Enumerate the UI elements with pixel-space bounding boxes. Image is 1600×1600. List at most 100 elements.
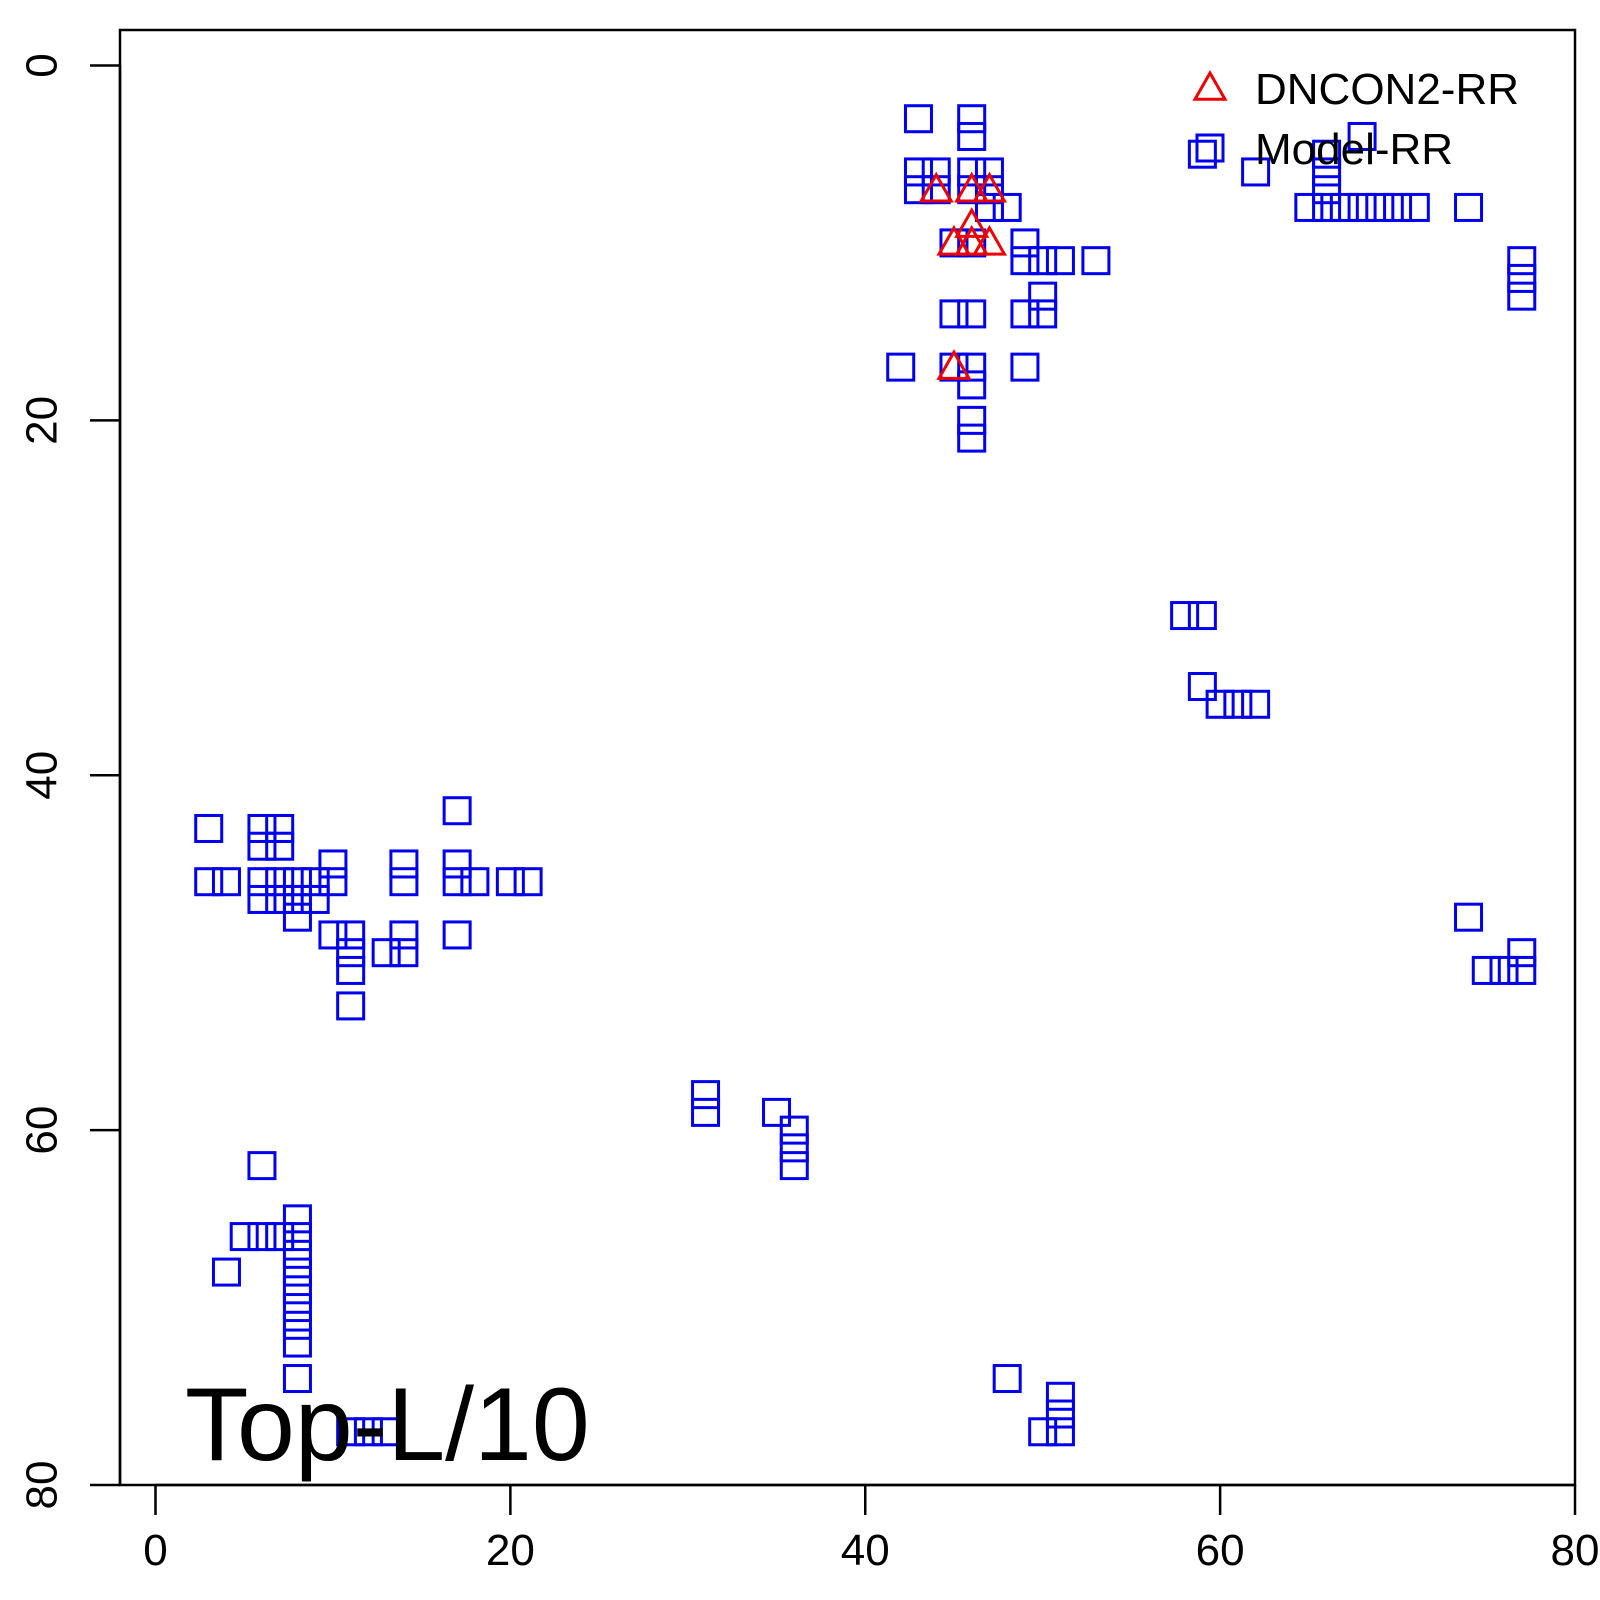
model-rr-point: [957, 299, 987, 329]
model-rr-point: [1507, 938, 1537, 968]
model-rr-point: [939, 299, 969, 329]
model-rr-point: [762, 1097, 792, 1127]
y-tick-label: 60: [18, 1106, 67, 1155]
data-points: [194, 104, 1537, 1447]
model-rr-point: [992, 192, 1022, 222]
model-rr-point: [282, 867, 312, 897]
y-tick-label: 20: [18, 396, 67, 445]
model-rr-point: [229, 1222, 259, 1252]
model-rr-point: [1365, 192, 1395, 222]
model-rr-point: [282, 1257, 312, 1287]
dncon2-rr-point: [971, 224, 1008, 256]
model-rr-point: [265, 1222, 295, 1252]
model-rr-point: [1010, 299, 1040, 329]
model-rr-point: [442, 920, 472, 950]
model-rr-point: [974, 157, 1004, 187]
model-rr-point: [1507, 263, 1537, 293]
y-tick-label: 0: [18, 53, 67, 77]
model-rr-point: [265, 884, 295, 914]
model-rr-point: [957, 157, 987, 187]
model-rr-point: [1205, 689, 1235, 719]
model-rr-point: [336, 991, 366, 1021]
model-rr-point: [265, 867, 295, 897]
model-rr-point: [992, 1364, 1022, 1394]
model-rr-point: [1028, 1417, 1058, 1447]
x-tick-label: 60: [1196, 1526, 1245, 1575]
y-tick-label: 40: [18, 751, 67, 800]
model-rr-point: [1223, 689, 1253, 719]
model-rr-point: [1010, 352, 1040, 382]
model-rr-point: [336, 920, 366, 950]
model-rr-point: [1081, 246, 1111, 276]
model-rr-point: [442, 849, 472, 879]
model-rr-point: [282, 1204, 312, 1234]
model-rr-point: [903, 175, 933, 205]
model-rr-point: [1028, 299, 1058, 329]
model-rr-point: [1045, 246, 1075, 276]
model-rr-point: [1454, 192, 1484, 222]
model-rr-point: [1045, 1417, 1075, 1447]
model-rr-point: [1329, 192, 1359, 222]
model-rr-point: [282, 1328, 312, 1358]
model-rr-point: [282, 902, 312, 932]
model-rr-point: [1507, 955, 1537, 985]
model-rr-point: [442, 867, 472, 897]
model-rr-point: [336, 938, 366, 968]
model-rr-point: [495, 867, 525, 897]
model-rr-point: [1312, 175, 1342, 205]
model-rr-point: [974, 192, 1004, 222]
model-rr-point: [957, 104, 987, 134]
x-tick-label: 0: [143, 1526, 167, 1575]
model-rr-point: [779, 1151, 809, 1181]
model-rr-point: [300, 867, 330, 897]
model-rr-point: [1507, 246, 1537, 276]
model-rr-point: [282, 1222, 312, 1252]
model-rr-point: [1045, 1381, 1075, 1411]
model-rr-point: [1241, 689, 1271, 719]
model-rr-point: [282, 1310, 312, 1340]
model-rr-point: [957, 405, 987, 435]
model-rr-point: [460, 867, 490, 897]
legend-label: Model-RR: [1255, 125, 1453, 174]
model-rr-point: [779, 1115, 809, 1145]
plot-annotation: Top-L/10: [185, 1367, 590, 1483]
model-rr-point: [921, 157, 951, 187]
model-rr-point: [1471, 955, 1501, 985]
model-rr-point: [1028, 246, 1058, 276]
model-rr-point: [247, 1222, 277, 1252]
model-rr-point: [318, 920, 348, 950]
model-rr-point: [247, 1151, 277, 1181]
model-rr-point: [1507, 281, 1537, 311]
model-rr-point: [318, 867, 348, 897]
model-rr-point: [442, 796, 472, 826]
model-rr-point: [282, 1275, 312, 1305]
model-rr-point: [282, 1239, 312, 1269]
model-rr-point: [1241, 157, 1271, 187]
model-rr-point: [247, 831, 277, 861]
series-dncon2-rr: [918, 171, 1008, 380]
model-rr-point: [1294, 192, 1324, 222]
x-tick-label: 40: [841, 1526, 890, 1575]
model-rr-point: [265, 813, 295, 843]
model-rr-point: [389, 849, 419, 879]
model-rr-point: [1028, 281, 1058, 311]
model-rr-point: [194, 867, 224, 897]
model-rr-point: [194, 813, 224, 843]
model-rr-point: [1347, 121, 1377, 151]
model-rr-point: [779, 1133, 809, 1163]
model-rr-point: [1010, 228, 1040, 258]
model-rr-point: [300, 884, 330, 914]
model-rr-point: [1383, 192, 1413, 222]
model-rr-point: [513, 867, 543, 897]
legend-marker-triangle: [1192, 69, 1228, 101]
x-tick-label: 20: [486, 1526, 535, 1575]
model-rr-point: [247, 884, 277, 914]
model-rr-point: [1312, 192, 1342, 222]
dncon2-rr-point: [971, 171, 1008, 203]
model-rr-point: [371, 938, 401, 968]
model-rr-point: [353, 1417, 383, 1447]
model-rr-point: [265, 831, 295, 861]
model-rr-point: [1400, 192, 1430, 222]
model-rr-point: [886, 352, 916, 382]
